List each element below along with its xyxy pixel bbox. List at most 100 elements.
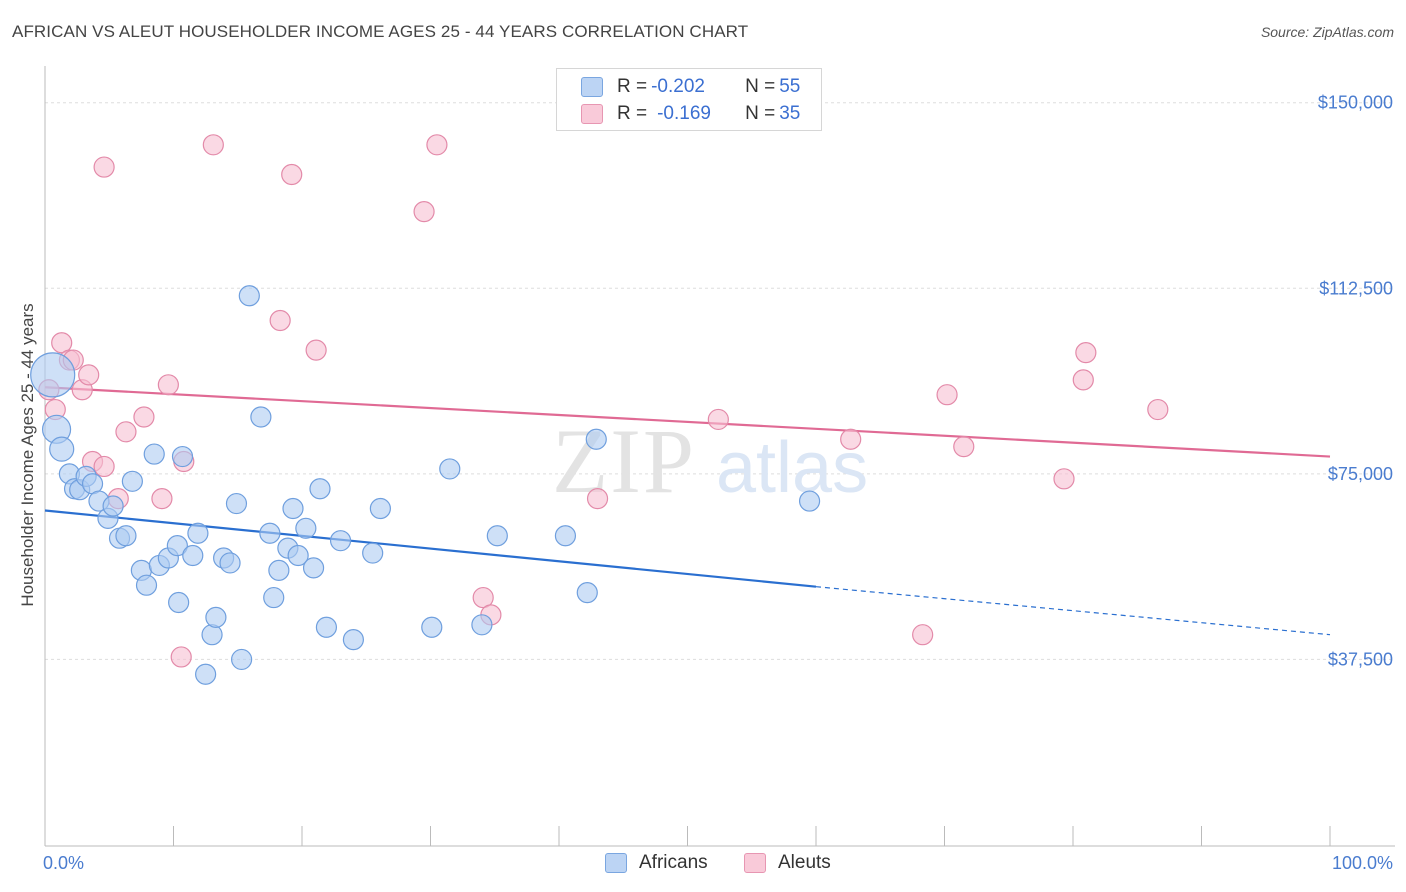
chart-title: AFRICAN VS ALEUT HOUSEHOLDER INCOME AGES… bbox=[12, 22, 749, 41]
aleuts-trend-line bbox=[44, 386, 1331, 458]
aleut-point bbox=[51, 332, 73, 354]
legend-n-label: N = bbox=[745, 76, 776, 97]
aleut-point bbox=[586, 488, 609, 510]
aleut-point bbox=[133, 406, 155, 428]
africans-swatch bbox=[605, 853, 627, 873]
african-point bbox=[30, 352, 76, 398]
african-point bbox=[250, 406, 272, 428]
african-point bbox=[471, 614, 493, 636]
african-point bbox=[263, 586, 285, 609]
african-point bbox=[268, 559, 290, 581]
african-point bbox=[231, 648, 253, 671]
african-point bbox=[195, 663, 217, 685]
african-point bbox=[302, 557, 325, 579]
aleut-point bbox=[1147, 398, 1169, 421]
tick-labels: $37,500 $75,000 $112,500 $150,000 0.0% 100.0% bbox=[43, 93, 1393, 873]
african-point bbox=[143, 443, 165, 465]
african-point bbox=[115, 525, 137, 547]
trend-lines bbox=[44, 386, 1331, 636]
african-point bbox=[315, 616, 338, 638]
source-label: Source: ZipAtlas.com bbox=[1260, 24, 1394, 40]
data-points bbox=[30, 134, 1169, 685]
aleut-point bbox=[93, 455, 115, 478]
legend-r-value: -0.202 bbox=[651, 76, 705, 97]
legend-row-aleuts: R = -0.169 N = 35 bbox=[581, 102, 800, 126]
african-point bbox=[182, 544, 204, 567]
stats-legend: R = -0.202 N = 55 R = -0.169 N = 35 bbox=[556, 68, 822, 131]
x-tick-label: 0.0% bbox=[43, 853, 84, 873]
aleut-point bbox=[953, 436, 975, 458]
aleut-point bbox=[78, 364, 100, 386]
legend-n-value: 55 bbox=[779, 76, 801, 97]
y-tick-label: $150,000 bbox=[1318, 93, 1393, 113]
african-point bbox=[121, 470, 143, 492]
aleut-point bbox=[157, 374, 179, 396]
african-point bbox=[102, 495, 124, 517]
african-point bbox=[369, 497, 391, 520]
african-point bbox=[187, 522, 209, 544]
legend-label-africans: Africans bbox=[639, 852, 708, 873]
african-point bbox=[201, 624, 223, 646]
watermark-zip: ZIP bbox=[552, 410, 696, 512]
aleut-point bbox=[472, 586, 494, 609]
aleuts-swatch bbox=[744, 853, 766, 873]
african-point bbox=[225, 492, 248, 515]
african-point bbox=[329, 530, 352, 552]
legend-label-aleuts: Aleuts bbox=[778, 852, 831, 873]
aleut-point bbox=[413, 201, 435, 223]
y-tick-label: $75,000 bbox=[1328, 464, 1393, 484]
series-legend: Africans Aleuts bbox=[0, 852, 1406, 878]
aleut-point bbox=[1072, 369, 1094, 391]
legend-item-aleuts[interactable]: Aleuts bbox=[744, 852, 831, 874]
legend-n-value: 35 bbox=[779, 103, 801, 124]
aleut-point bbox=[1053, 468, 1075, 490]
african-point bbox=[439, 458, 461, 480]
y-tick-label: $37,500 bbox=[1328, 649, 1393, 669]
africans-trend-extension bbox=[815, 586, 1331, 636]
african-point bbox=[309, 478, 331, 500]
african-point bbox=[259, 522, 281, 544]
aleut-point bbox=[936, 384, 958, 406]
legend-n-label: N = bbox=[745, 103, 776, 124]
legend-row-africans: R = -0.202 N = 55 bbox=[581, 75, 800, 99]
african-point bbox=[219, 552, 241, 574]
aleut-point bbox=[707, 408, 729, 431]
african-point bbox=[798, 490, 821, 512]
legend-item-africans[interactable]: Africans bbox=[605, 852, 708, 874]
african-point bbox=[554, 525, 577, 547]
africans-trend-line bbox=[44, 509, 817, 588]
african-point bbox=[282, 497, 304, 520]
african-point bbox=[585, 428, 607, 450]
axes bbox=[44, 66, 1395, 847]
grid-lines bbox=[45, 102, 1395, 660]
african-point bbox=[342, 629, 364, 651]
african-point bbox=[135, 574, 158, 596]
african-point bbox=[295, 517, 317, 539]
african-point bbox=[362, 542, 384, 564]
aleut-point bbox=[1075, 342, 1097, 364]
african-point bbox=[287, 544, 309, 567]
aleut-point bbox=[912, 624, 934, 646]
aleut-point bbox=[170, 646, 192, 668]
african-point bbox=[486, 525, 508, 547]
legend-r-value: -0.169 bbox=[657, 103, 711, 124]
african-point bbox=[421, 616, 443, 638]
africans-swatch bbox=[581, 77, 603, 97]
african-point bbox=[49, 436, 75, 462]
aleut-point bbox=[115, 421, 137, 443]
legend-r-label: R = bbox=[617, 103, 648, 124]
aleut-point bbox=[93, 156, 115, 178]
african-point bbox=[576, 582, 598, 604]
african-point bbox=[168, 591, 190, 614]
y-tick-label: $112,500 bbox=[1319, 278, 1393, 298]
african-point bbox=[238, 285, 260, 307]
legend-r-label: R = bbox=[617, 76, 648, 97]
aleut-point bbox=[269, 309, 291, 332]
aleut-point bbox=[281, 163, 303, 186]
aleut-point bbox=[305, 339, 327, 361]
african-point bbox=[171, 445, 194, 468]
aleut-point bbox=[840, 428, 862, 450]
aleut-point bbox=[426, 134, 448, 156]
african-point bbox=[205, 606, 227, 628]
